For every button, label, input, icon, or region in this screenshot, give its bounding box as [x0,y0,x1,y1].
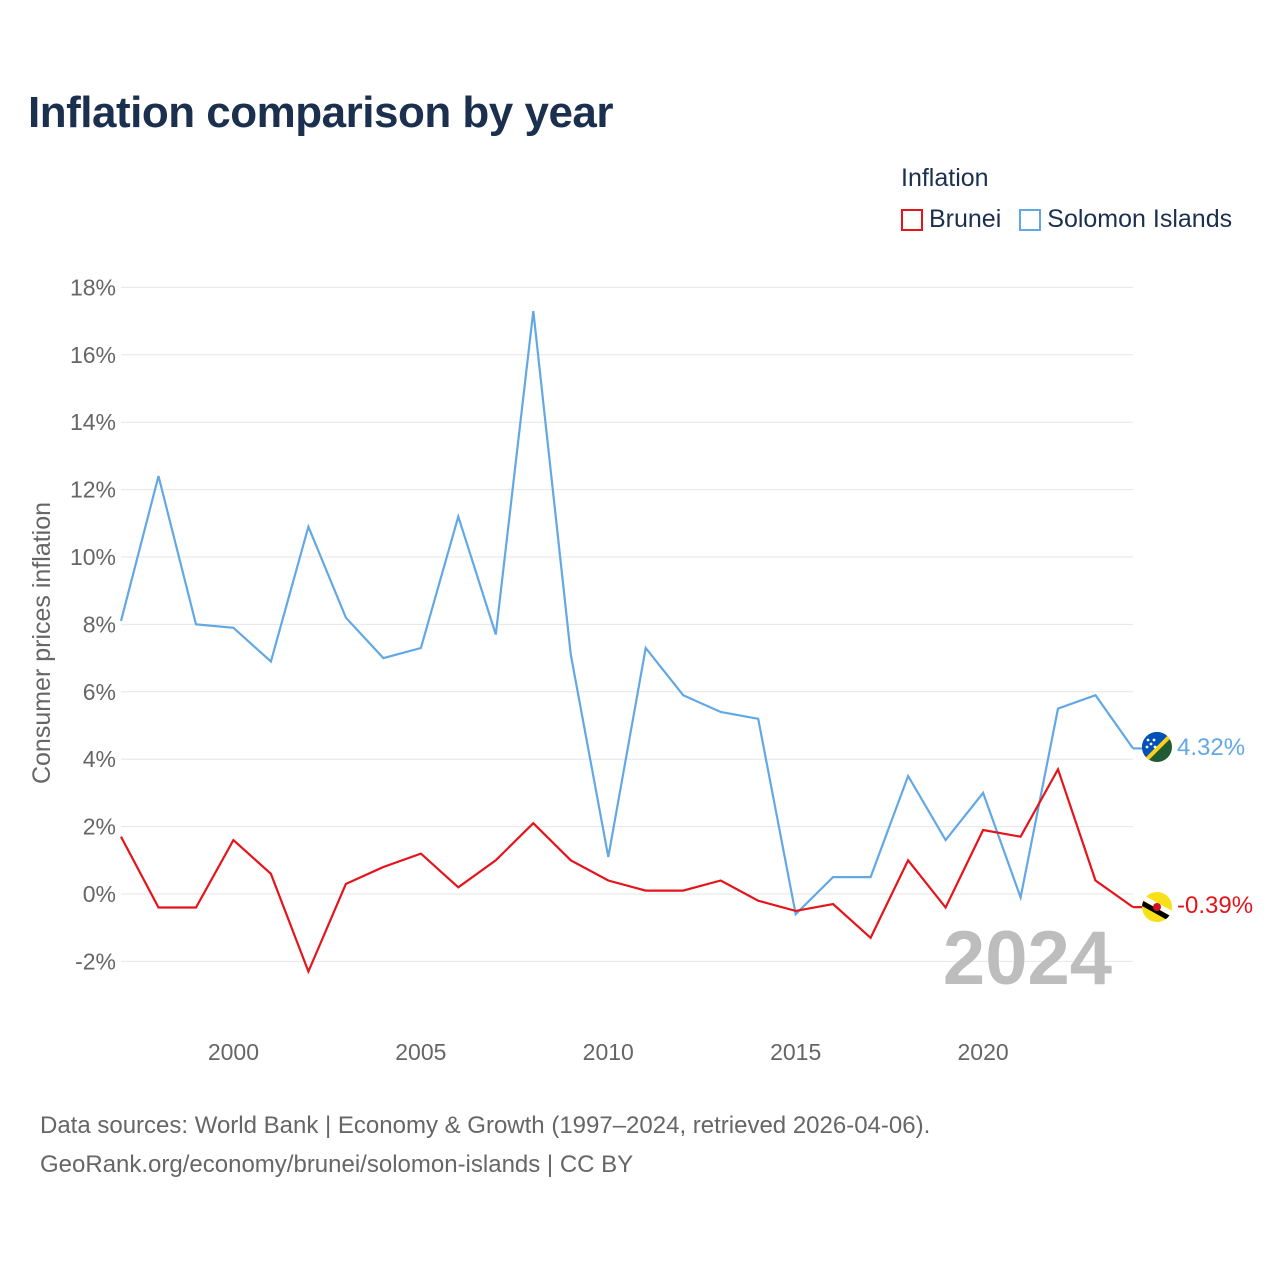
legend-swatch-brunei [901,208,923,231]
legend-label-brunei: Brunei [929,205,1002,233]
y-tick-label: 6% [83,679,116,705]
gridlines [121,286,1133,962]
series-line-solomon-islands [119,310,1134,917]
x-tick-label: 2020 [957,1039,1008,1065]
y-tick-label: 8% [83,611,116,637]
y-tick-label: 4% [83,746,116,772]
x-tick-label: 2010 [583,1039,634,1065]
line-chart: -2% 0% 2% 4% 6% 8% 10% 12% 14% 16% 18% 2000 2005 201… [28,274,1253,1065]
brunei-flag-icon [1142,892,1172,922]
legend-swatch-solomon-islands [1019,208,1042,231]
y-tick-label: 18% [70,274,116,300]
legend: Brunei Solomon Islands [901,205,1250,234]
brunei-end-label: -0.39% [1177,892,1253,919]
y-tick-label: 10% [70,544,116,570]
x-tick-label: 2005 [395,1039,446,1065]
footer-link[interactable]: GeoRank.org/economy/brunei/solomon-islan… [40,1151,634,1178]
legend-label-solomon-islands: Solomon Islands [1047,205,1233,233]
y-axis-ticks: -2% 0% 2% 4% 6% 8% 10% 12% 14% 16% 18% [70,274,116,974]
solomon-islands-flag-icon [1142,732,1172,762]
solomon-islands-end-label: 4.32% [1177,734,1245,761]
series-line-brunei [120,766,1134,975]
legend-title: Inflation [901,164,989,192]
footer-source: Data sources: World Bank | Economy & Gro… [40,1112,931,1139]
y-tick-label: 12% [70,477,116,503]
legend-item-brunei[interactable]: Brunei [901,205,1001,234]
x-axis-ticks: 2000 2005 2010 2015 2020 [208,1039,1009,1065]
legend-item-solomon-islands[interactable]: Solomon Islands [1019,205,1232,234]
y-tick-label: -2% [75,948,116,974]
y-axis-label: Consumer prices inflation [28,502,56,784]
footer: Data sources: World Bank | Economy & Gro… [40,1106,930,1184]
y-tick-label: 16% [70,342,116,368]
y-tick-label: 0% [83,881,116,907]
x-tick-label: 2015 [770,1039,821,1065]
series-lines [119,310,1143,975]
x-tick-label: 2000 [208,1039,259,1065]
year-watermark: 2024 [943,916,1112,1001]
y-tick-label: 2% [83,814,116,840]
y-tick-label: 14% [70,409,116,435]
chart-title: Inflation comparison by year [28,88,614,137]
